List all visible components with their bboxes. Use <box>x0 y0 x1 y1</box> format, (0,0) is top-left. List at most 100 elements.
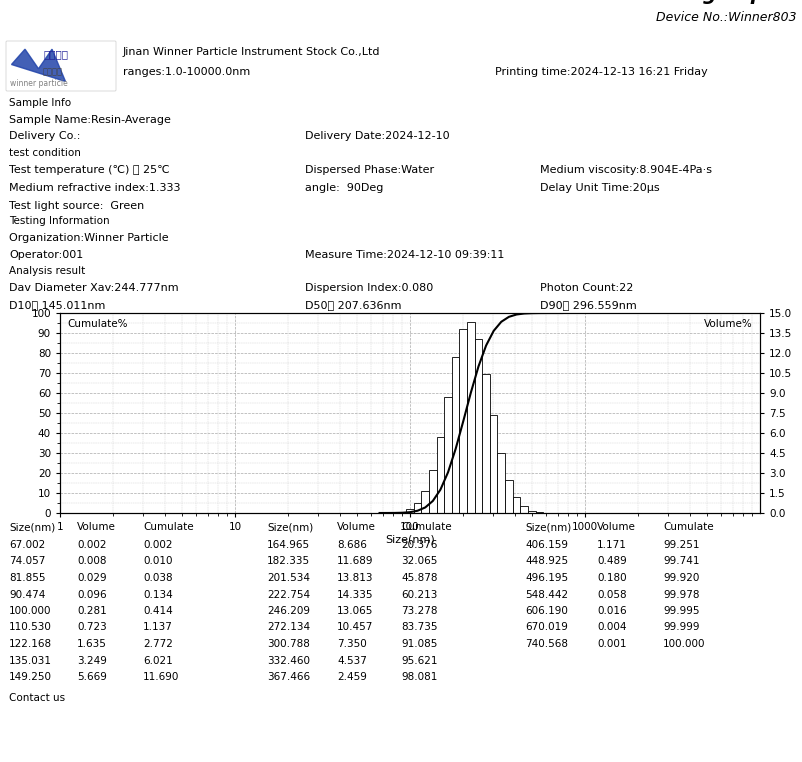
Text: Contact us: Contact us <box>9 693 65 703</box>
Text: 0.058: 0.058 <box>597 590 626 600</box>
Text: Laser Particle Sizer Testing Report: Laser Particle Sizer Testing Report <box>419 0 797 4</box>
Bar <box>414 504 421 513</box>
Text: 1.635: 1.635 <box>77 639 107 649</box>
FancyBboxPatch shape <box>6 41 116 91</box>
Text: 微纳颗粒: 微纳颗粒 <box>43 49 68 59</box>
Text: 4.537: 4.537 <box>337 655 367 665</box>
Text: Delay Unit Time:20μs: Delay Unit Time:20μs <box>540 183 659 193</box>
Text: Medium refractive index:1.333: Medium refractive index:1.333 <box>9 183 180 193</box>
Text: Measure Time:2024-12-10 09:39:11: Measure Time:2024-12-10 09:39:11 <box>305 250 504 260</box>
Bar <box>429 469 436 513</box>
Text: 164.965: 164.965 <box>267 540 310 550</box>
Text: 0.002: 0.002 <box>143 540 172 550</box>
Text: 0.723: 0.723 <box>77 623 107 632</box>
Text: 11.690: 11.690 <box>143 672 180 682</box>
Text: 73.278: 73.278 <box>401 606 438 616</box>
Text: Testing Information: Testing Information <box>9 216 110 226</box>
Text: 135.031: 135.031 <box>9 655 52 665</box>
Bar <box>536 512 543 513</box>
Text: 0.016: 0.016 <box>597 606 626 616</box>
Text: 微纳颗粒: 微纳颗粒 <box>43 67 63 76</box>
Text: Dispersion Index:0.080: Dispersion Index:0.080 <box>305 283 433 293</box>
Text: 91.085: 91.085 <box>401 639 437 649</box>
Text: 8.686: 8.686 <box>337 540 367 550</box>
Text: 10.457: 10.457 <box>337 623 374 632</box>
Text: 11.689: 11.689 <box>337 556 374 566</box>
Text: 740.568: 740.568 <box>525 639 568 649</box>
Bar <box>505 480 512 513</box>
Bar <box>528 511 536 513</box>
Bar <box>452 357 460 513</box>
Text: 81.855: 81.855 <box>9 573 46 583</box>
Text: 83.735: 83.735 <box>401 623 438 632</box>
Text: 99.251: 99.251 <box>663 540 699 550</box>
Text: 13.813: 13.813 <box>337 573 374 583</box>
Bar <box>482 373 490 513</box>
Text: Size(nm): Size(nm) <box>267 522 314 532</box>
Bar <box>436 437 444 513</box>
Text: 548.442: 548.442 <box>525 590 568 600</box>
Text: angle:  90Deg: angle: 90Deg <box>305 183 383 193</box>
Text: 448.925: 448.925 <box>525 556 568 566</box>
Text: Sample Info: Sample Info <box>9 98 71 108</box>
Text: 149.250: 149.250 <box>9 672 52 682</box>
Text: 3.249: 3.249 <box>77 655 107 665</box>
Text: 0.096: 0.096 <box>77 590 107 600</box>
Text: 0.038: 0.038 <box>143 573 172 583</box>
Text: 45.878: 45.878 <box>401 573 438 583</box>
Text: 1.137: 1.137 <box>143 623 173 632</box>
Polygon shape <box>11 50 66 82</box>
Text: 67.002: 67.002 <box>9 540 45 550</box>
Text: Delivery Co.:: Delivery Co.: <box>9 131 80 141</box>
Text: 496.195: 496.195 <box>525 573 568 583</box>
Text: 5.669: 5.669 <box>77 672 107 682</box>
Text: 99.999: 99.999 <box>663 623 699 632</box>
Bar <box>421 491 429 513</box>
Text: 1.171: 1.171 <box>597 540 627 550</box>
Text: 0.029: 0.029 <box>77 573 107 583</box>
Text: 0.281: 0.281 <box>77 606 107 616</box>
Text: 6.021: 6.021 <box>143 655 172 665</box>
Text: 0.134: 0.134 <box>143 590 172 600</box>
Text: Sample Name:Resin-Average: Sample Name:Resin-Average <box>9 115 171 125</box>
Text: 0.010: 0.010 <box>143 556 172 566</box>
Text: 99.741: 99.741 <box>663 556 699 566</box>
Text: Organization:Winner Particle: Organization:Winner Particle <box>9 233 168 243</box>
Text: 60.213: 60.213 <box>401 590 437 600</box>
Text: Printing time:2024-12-13 16:21 Friday: Printing time:2024-12-13 16:21 Friday <box>495 67 707 77</box>
Text: Cumulate%: Cumulate% <box>67 319 128 329</box>
Text: Cumulate: Cumulate <box>143 522 193 532</box>
Text: 99.920: 99.920 <box>663 573 699 583</box>
Text: 7.350: 7.350 <box>337 639 367 649</box>
Text: winner particle: winner particle <box>10 79 67 88</box>
Text: 0.489: 0.489 <box>597 556 626 566</box>
Bar <box>406 509 414 513</box>
Text: Delivery Date:2024-12-10: Delivery Date:2024-12-10 <box>305 131 450 141</box>
Text: 2.459: 2.459 <box>337 672 367 682</box>
Text: 332.460: 332.460 <box>267 655 310 665</box>
Bar <box>497 453 505 513</box>
Text: 74.057: 74.057 <box>9 556 46 566</box>
Text: Test light source:  Green: Test light source: Green <box>9 201 144 211</box>
Text: 201.534: 201.534 <box>267 573 310 583</box>
Text: Dispersed Phase:Water: Dispersed Phase:Water <box>305 165 434 175</box>
Text: Cumulate: Cumulate <box>401 522 452 532</box>
Text: 222.754: 222.754 <box>267 590 310 600</box>
Text: 182.335: 182.335 <box>267 556 310 566</box>
Bar <box>490 415 497 513</box>
Text: 300.788: 300.788 <box>267 639 310 649</box>
Text: Device No.:Winner803: Device No.:Winner803 <box>656 11 797 24</box>
Text: 406.159: 406.159 <box>525 540 568 550</box>
Text: 0.008: 0.008 <box>77 556 107 566</box>
Text: 0.004: 0.004 <box>597 623 626 632</box>
Text: Jinan Winner Particle Instrument Stock Co.,Ltd: Jinan Winner Particle Instrument Stock C… <box>123 47 380 57</box>
Bar <box>475 339 482 513</box>
Text: D10： 145.011nm: D10： 145.011nm <box>9 300 105 310</box>
Bar <box>467 322 475 513</box>
Text: 122.168: 122.168 <box>9 639 52 649</box>
Text: 13.065: 13.065 <box>337 606 374 616</box>
Text: 0.002: 0.002 <box>77 540 107 550</box>
Text: 100.000: 100.000 <box>9 606 51 616</box>
Text: 100.000: 100.000 <box>663 639 706 649</box>
Text: Medium viscosity:8.904E-4Pa·s: Medium viscosity:8.904E-4Pa·s <box>540 165 712 175</box>
